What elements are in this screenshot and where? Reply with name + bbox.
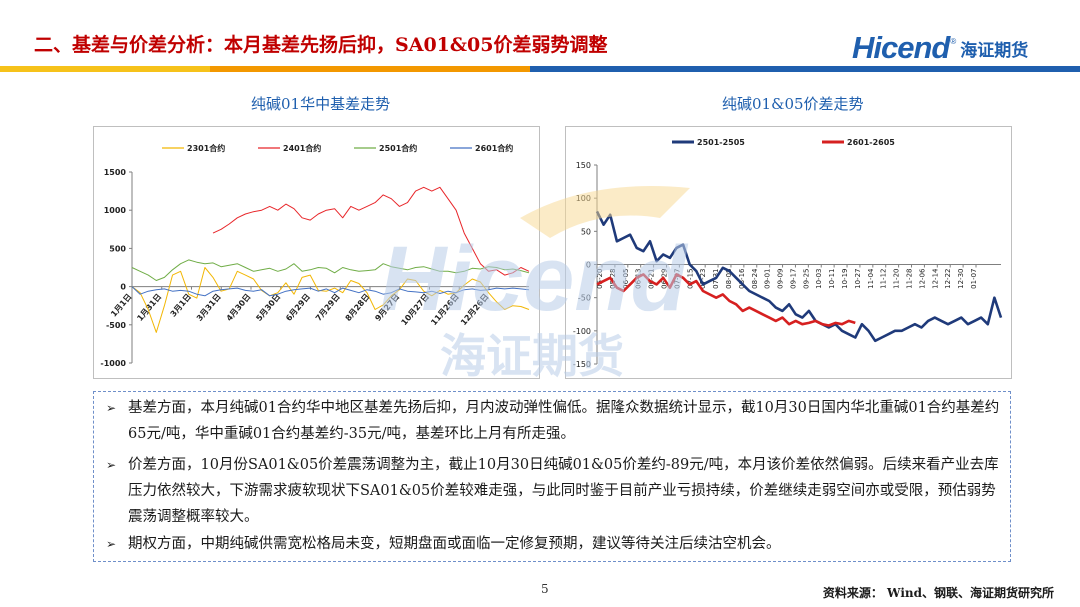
x-tick-label: 06-13 [635, 269, 643, 289]
series-line-2401合约 [212, 186, 530, 276]
bullet-options: ➢ 期权方面，中期纯碱供需宽松格局未变，短期盘面或面临一定修复预期，建议等待关注… [106, 531, 1008, 557]
x-tick-label: 07-15 [686, 269, 694, 289]
legend-label-2401合约: 2401合约 [283, 143, 321, 153]
hicend-logo: Hicend ® 海证期货 [852, 30, 1028, 66]
x-tick-label: 5月30日 [254, 292, 282, 323]
legend-label-2301合约: 2301合约 [187, 143, 225, 153]
x-tick-label: 8月28日 [344, 292, 372, 323]
x-tick-label: 7月29日 [314, 292, 342, 323]
left-chart-title: 纯碱01华中基差走势 [251, 95, 391, 113]
y-tick-label: -100 [573, 327, 591, 336]
arrow-bullet-icon: ➢ [106, 401, 117, 415]
right-spread-chart: -150 -100 -50 0 50 100 150 05-20 05-28 06-05 06-13… [573, 138, 1003, 369]
page-number: 5 [541, 582, 549, 596]
x-tick-label: 9月27日 [373, 292, 401, 323]
x-tick-label: 09-09 [777, 269, 785, 289]
right-chart-frame: -150 -100 -50 0 50 100 150 05-20 05-28 06-05 06-13… [565, 126, 1012, 379]
x-tick-label: 06-05 [622, 269, 630, 289]
series-line-2601合约 [131, 286, 530, 297]
commentary-box: ➢ 基差方面，本月纯碱01合约华中地区基差先扬后抑，月内波动弹性偏低。据隆众数据… [93, 391, 1011, 562]
x-tick-label: 09-01 [764, 269, 772, 289]
bullet-spread: ➢ 价差方面，10月份SA01&05价差震荡调整为主，截止10月30日纯碱01&… [106, 452, 1008, 530]
y-tick-label: 0 [120, 283, 126, 292]
x-tick-label: 12-30 [957, 269, 965, 289]
logo-registered-mark: ® [950, 36, 957, 46]
x-tick-label: 10月27日 [400, 292, 431, 327]
header-band-blue [530, 66, 1080, 72]
series-line-2601-2605 [596, 273, 856, 327]
x-tick-label: 05-28 [609, 269, 617, 289]
x-tick-label: 07-07 [673, 269, 681, 289]
x-tick-label: 11-04 [867, 268, 875, 289]
logo-wordmark: Hicend [852, 30, 950, 65]
x-tick-label: 08-16 [738, 268, 746, 289]
y-tick-label: 100 [576, 194, 591, 203]
x-tick-label: 1月31日 [135, 292, 163, 323]
x-tick-label: 11-12 [880, 269, 888, 289]
y-tick-label: 1000 [104, 206, 127, 215]
legend-label-2601合约: 2601合约 [475, 143, 513, 153]
arrow-bullet-icon: ➢ [106, 537, 117, 551]
left-basis-chart: -1000 -500 0 500 1000 1500 1月1日 1月31日 3月1日 3月31日 4… [100, 143, 530, 368]
logo-chinese-name: 海证期货 [960, 40, 1029, 61]
bullet-basis-text: 基差方面，本月纯碱01合约华中地区基差先扬后抑，月内波动弹性偏低。据隆众数据统计… [128, 400, 1000, 442]
bullet-basis: ➢ 基差方面，本月纯碱01合约华中地区基差先扬后抑，月内波动弹性偏低。据隆众数据… [106, 395, 1008, 447]
x-tick-label: 12月26日 [459, 292, 490, 327]
x-tick-label: 10-19 [841, 269, 849, 289]
header-band-orange [210, 66, 530, 72]
series-line-2301合约 [131, 267, 530, 333]
legend-label-2501合约: 2501合约 [379, 143, 417, 153]
y-tick-label: 50 [581, 227, 591, 236]
x-tick-label: 08-08 [725, 269, 733, 289]
bullet-options-text: 期权方面，中期纯碱供需宽松格局未变，短期盘面或面临一定修复预期，建议等待关注后续… [128, 536, 781, 552]
left-chart-frame: -1000 -500 0 500 1000 1500 1月1日 1月31日 3月1日 3月31日 4… [93, 126, 540, 379]
x-tick-label: 09-25 [802, 269, 810, 289]
x-tick-label: 12-14 [931, 268, 939, 289]
series-line-2501-2505 [595, 210, 1003, 343]
y-tick-label: 0 [586, 261, 591, 270]
right-chart-title: 纯碱01&05价差走势 [722, 95, 864, 113]
x-tick-label: 3月1日 [169, 292, 193, 319]
x-tick-label: 6月29日 [284, 292, 312, 323]
bullet-spread-text: 价差方面，10月份SA01&05价差震荡调整为主，截止10月30日纯碱01&05… [128, 457, 999, 525]
legend-label-2501-2505: 2501-2505 [697, 138, 745, 147]
x-tick-label: 1月1日 [109, 292, 133, 319]
header-band-yellow [0, 66, 210, 72]
x-tick-label: 09-17 [789, 269, 797, 289]
x-tick-label: 12-06 [918, 268, 926, 289]
x-tick-label: 11-20 [893, 269, 901, 289]
y-tick-label: 150 [576, 161, 591, 170]
y-tick-label: -500 [106, 321, 126, 330]
x-tick-label: 05-20 [596, 269, 604, 289]
x-tick-label: 10-03 [815, 269, 823, 289]
data-source: 资料来源： Wind、钢联、海证期货研究所 [822, 586, 1054, 600]
x-tick-label: 11月26日 [429, 292, 460, 327]
x-tick-label: 08-24 [751, 268, 759, 289]
y-tick-label: 500 [109, 244, 126, 253]
series-line-2501合约 [131, 259, 530, 281]
y-tick-label: -50 [578, 294, 591, 303]
y-tick-label: -1000 [100, 359, 126, 368]
x-tick-label: 4月30日 [225, 292, 253, 323]
y-tick-label: 1500 [104, 168, 127, 177]
x-tick-label: 07-23 [699, 269, 707, 289]
legend-label-2601-2605: 2601-2605 [847, 138, 895, 147]
arrow-bullet-icon: ➢ [106, 458, 117, 472]
x-tick-label: 12-22 [944, 269, 952, 289]
y-tick-label: -150 [573, 360, 591, 369]
x-tick-label: 10-11 [828, 269, 836, 289]
x-tick-label: 11-28 [906, 269, 914, 289]
x-tick-label: 3月31日 [195, 292, 223, 323]
page-title: 二、基差与价差分析：本月基差先扬后抑，SA01&05价差弱势调整 [34, 34, 608, 56]
x-tick-label: 06-21 [648, 269, 656, 289]
x-tick-label: 01-07 [970, 269, 978, 289]
x-tick-label: 10-27 [854, 269, 862, 289]
